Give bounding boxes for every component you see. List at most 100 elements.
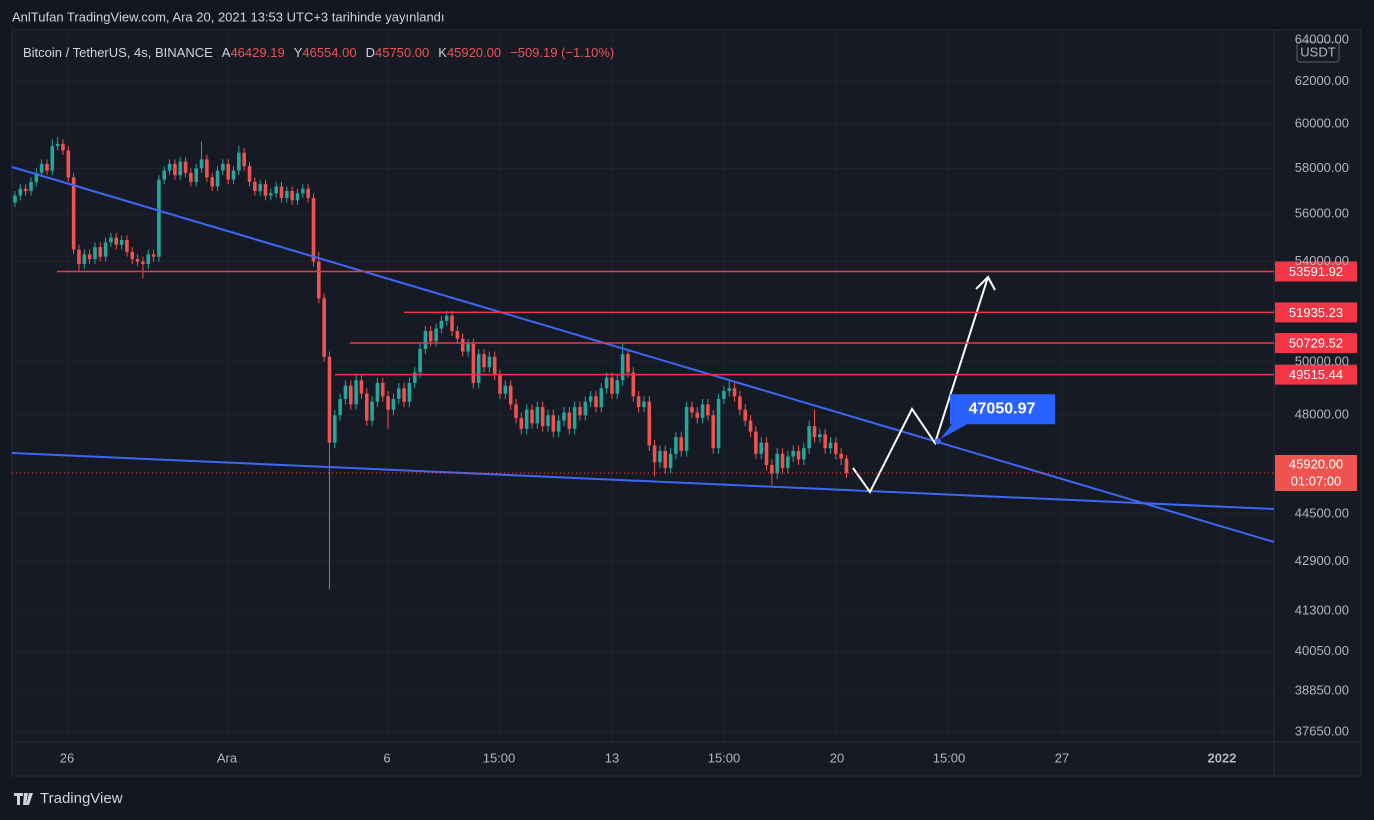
candle-body bbox=[258, 184, 262, 192]
candle-body bbox=[205, 159, 209, 178]
candle-body bbox=[652, 445, 657, 463]
symbol: Bitcoin / TetherUS, 4s, BINANCE bbox=[23, 45, 213, 60]
candle-body bbox=[210, 177, 215, 187]
candle-body bbox=[684, 407, 689, 452]
candle-body bbox=[199, 159, 204, 169]
candle-body bbox=[423, 331, 428, 349]
candles bbox=[13, 137, 849, 590]
candle-body bbox=[370, 401, 374, 421]
candle-body bbox=[572, 407, 577, 429]
candle-body bbox=[460, 338, 465, 352]
candle-body bbox=[674, 437, 678, 454]
candle-body bbox=[807, 426, 811, 449]
x-tick-label: Ara bbox=[217, 750, 238, 765]
x-tick-label: 15:00 bbox=[708, 750, 741, 765]
candle-body bbox=[754, 431, 758, 454]
candle-body bbox=[727, 388, 732, 391]
y-tick-label: 41300.00 bbox=[1295, 603, 1349, 618]
candle-body bbox=[327, 356, 332, 443]
candle-body bbox=[253, 181, 257, 192]
candle-body bbox=[114, 237, 119, 245]
candle-body bbox=[450, 315, 454, 332]
candle-body bbox=[482, 354, 486, 368]
candle-body bbox=[295, 193, 300, 201]
candle-body bbox=[844, 458, 849, 473]
target-point bbox=[935, 438, 941, 445]
currency-badge bbox=[1296, 41, 1340, 63]
candle-body bbox=[631, 372, 636, 397]
candle-body bbox=[514, 404, 518, 418]
level-label-bg bbox=[1275, 364, 1357, 385]
candle-body bbox=[594, 396, 598, 408]
candle-body bbox=[775, 453, 779, 474]
candle-body bbox=[471, 343, 476, 383]
candle-body bbox=[93, 247, 97, 260]
candle-body bbox=[599, 388, 604, 408]
ohlc-key: Y bbox=[294, 45, 303, 60]
candle-body bbox=[578, 407, 582, 416]
candle-body bbox=[103, 242, 108, 257]
candle-body bbox=[285, 191, 289, 198]
candle-body bbox=[434, 328, 438, 342]
candle-body bbox=[215, 170, 220, 187]
candle-body bbox=[834, 442, 838, 454]
y-tick-label: 48000.00 bbox=[1295, 407, 1349, 422]
candle-body bbox=[700, 404, 705, 418]
candle-body bbox=[823, 434, 827, 449]
target-label: 47050.97 bbox=[969, 400, 1036, 417]
candle-body bbox=[519, 417, 524, 429]
candle-body bbox=[18, 188, 23, 196]
candle-body bbox=[620, 354, 625, 381]
candle-body bbox=[695, 412, 700, 418]
candle-body bbox=[242, 152, 246, 167]
candle-body bbox=[151, 254, 156, 257]
x-tick-label: 27 bbox=[1055, 750, 1069, 765]
candle-body bbox=[354, 380, 358, 405]
y-tick-label: 54000.00 bbox=[1295, 253, 1349, 268]
annotations: 53591.92 51935.23 50729.52 49515.44 45920.00… bbox=[12, 261, 1357, 491]
candle-body bbox=[487, 356, 492, 368]
candle-body bbox=[333, 415, 337, 443]
candle-body bbox=[658, 451, 662, 463]
candle-body bbox=[444, 315, 449, 321]
candle-body bbox=[567, 412, 572, 429]
candle-body bbox=[119, 239, 124, 245]
candle-body bbox=[135, 259, 140, 262]
last-price-bg bbox=[1275, 454, 1357, 491]
candle-body bbox=[476, 354, 481, 383]
candle-body bbox=[146, 254, 151, 264]
candle-body bbox=[338, 398, 342, 416]
candle-body bbox=[407, 382, 412, 402]
candle-body bbox=[396, 388, 401, 399]
arrow-head bbox=[975, 275, 996, 291]
candle-body bbox=[615, 380, 620, 394]
candle-body bbox=[34, 172, 39, 182]
candle-body bbox=[498, 375, 502, 394]
projection-arrow bbox=[852, 276, 989, 494]
y-tick-label: 44500.00 bbox=[1295, 505, 1349, 520]
candle-body bbox=[412, 372, 417, 383]
level-label: 53591.92 bbox=[1289, 264, 1343, 279]
candle-body bbox=[508, 385, 513, 405]
candle-body bbox=[301, 188, 305, 194]
candle-body bbox=[551, 415, 556, 432]
currency: USDT bbox=[1300, 44, 1335, 59]
level-label-bg bbox=[1275, 261, 1357, 282]
footer-logo: TradingView bbox=[40, 790, 123, 807]
ohlc-value: 46554.00 bbox=[302, 45, 356, 60]
candle-body bbox=[796, 451, 801, 460]
logo-icon bbox=[14, 793, 33, 805]
candle-body bbox=[141, 261, 145, 264]
level-label: 51935.23 bbox=[1289, 305, 1343, 320]
countdown: 01:07:00 bbox=[1291, 473, 1342, 488]
candle-body bbox=[109, 237, 113, 243]
candle-body bbox=[71, 177, 76, 250]
level-label-bg bbox=[1275, 302, 1357, 323]
candle-body bbox=[173, 163, 177, 176]
ohlc-value: 45920.00 bbox=[447, 45, 501, 60]
trendline-lower bbox=[11, 452, 1275, 510]
candle-body bbox=[402, 388, 406, 402]
candle-body bbox=[439, 320, 444, 329]
